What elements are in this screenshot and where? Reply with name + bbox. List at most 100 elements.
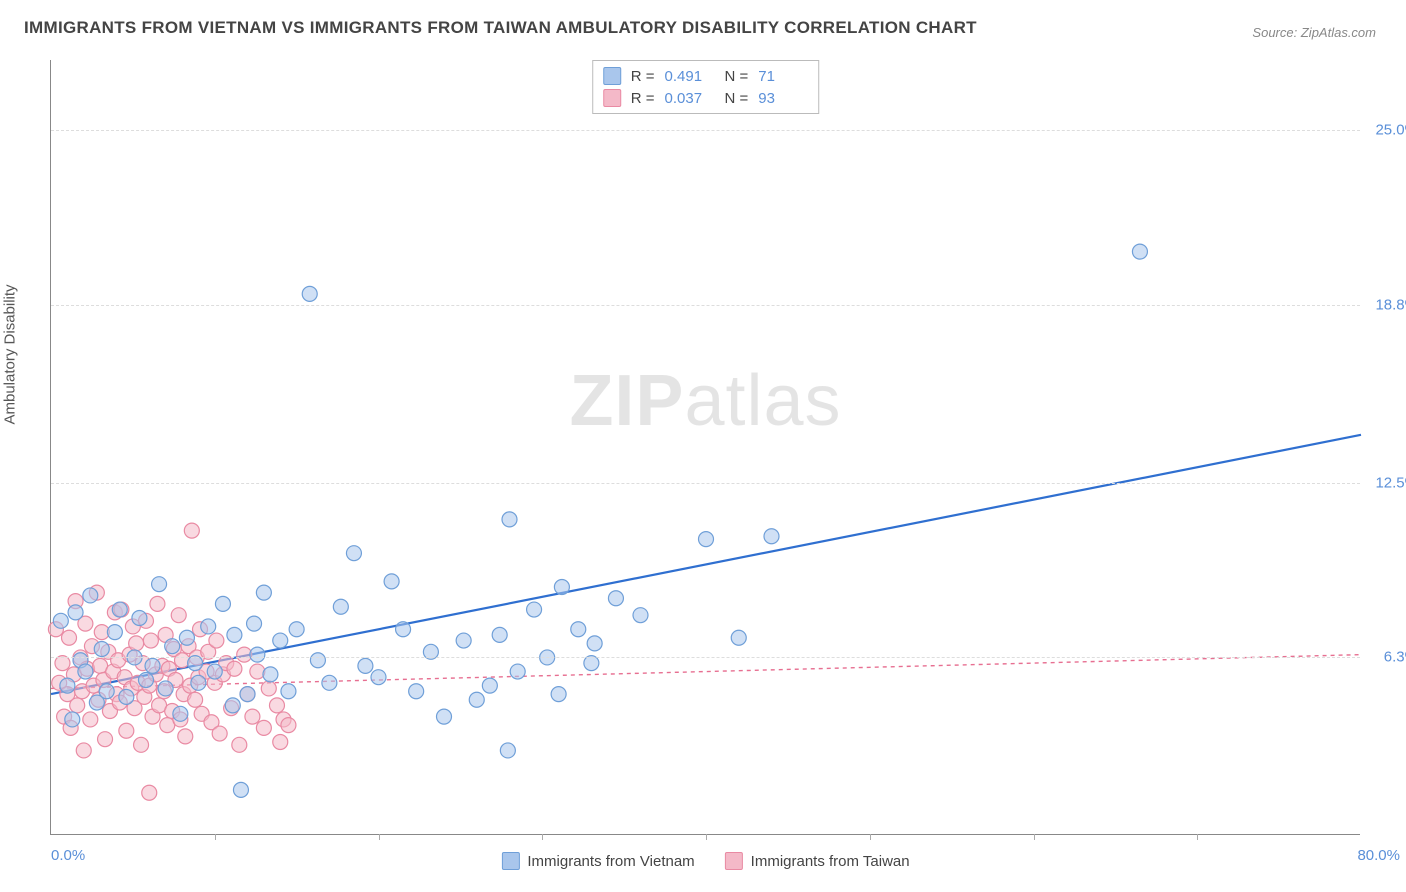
data-point <box>263 667 278 682</box>
data-point <box>119 723 134 738</box>
data-point <box>191 675 206 690</box>
data-point <box>396 622 411 637</box>
data-point <box>94 642 109 657</box>
data-point <box>302 286 317 301</box>
data-point <box>70 698 85 713</box>
data-point <box>456 633 471 648</box>
data-point <box>53 613 68 628</box>
source-link[interactable]: ZipAtlas.com <box>1301 25 1376 40</box>
data-point <box>256 720 271 735</box>
data-point <box>245 709 260 724</box>
swatch-vietnam-bottom <box>501 852 519 870</box>
swatch-taiwan-bottom <box>725 852 743 870</box>
data-point <box>65 712 80 727</box>
data-point <box>207 664 222 679</box>
y-tick-label: 12.5% <box>1375 474 1406 491</box>
gridline <box>51 657 1360 658</box>
n-label: N = <box>725 90 749 107</box>
source-label: Source: <box>1252 25 1297 40</box>
data-point <box>1132 244 1147 259</box>
data-point <box>346 546 361 561</box>
scatter-points-layer <box>51 60 1360 834</box>
data-point <box>129 636 144 651</box>
data-point <box>98 732 113 747</box>
data-point <box>587 636 602 651</box>
x-axis-max: 80.0% <box>1357 847 1400 864</box>
data-point <box>227 661 242 676</box>
correlation-row-taiwan: R = 0.037 N = 93 <box>603 87 809 109</box>
data-point <box>699 532 714 547</box>
data-point <box>764 529 779 544</box>
data-point <box>289 622 304 637</box>
data-point <box>322 675 337 690</box>
data-point <box>384 574 399 589</box>
data-point <box>227 627 242 642</box>
swatch-vietnam <box>603 67 621 85</box>
data-point <box>371 670 386 685</box>
data-point <box>76 743 91 758</box>
chart-title: IMMIGRANTS FROM VIETNAM VS IMMIGRANTS FR… <box>0 0 1406 38</box>
gridline <box>51 130 1360 131</box>
data-point <box>310 653 325 668</box>
data-point <box>112 602 127 617</box>
swatch-taiwan <box>603 89 621 107</box>
x-tick <box>215 834 216 840</box>
chart-plot-area: R = 0.491 N = 71 R = 0.037 N = 93 ZIPatl… <box>50 60 1360 835</box>
gridline <box>51 305 1360 306</box>
y-axis-label: Ambulatory Disability <box>2 284 19 424</box>
data-point <box>281 684 296 699</box>
data-point <box>256 585 271 600</box>
n-value-vietnam: 71 <box>758 68 808 85</box>
data-point <box>209 633 224 648</box>
data-point <box>233 782 248 797</box>
data-point <box>201 619 216 634</box>
n-value-taiwan: 93 <box>758 90 808 107</box>
data-point <box>158 681 173 696</box>
data-point <box>502 512 517 527</box>
data-point <box>633 608 648 623</box>
data-point <box>240 687 255 702</box>
data-point <box>469 692 484 707</box>
data-point <box>150 596 165 611</box>
data-point <box>145 658 160 673</box>
data-point <box>134 737 149 752</box>
data-point <box>358 658 373 673</box>
data-point <box>78 664 93 679</box>
x-tick <box>870 834 871 840</box>
y-tick-label: 25.0% <box>1375 122 1406 139</box>
data-point <box>107 625 122 640</box>
data-point <box>179 630 194 645</box>
n-label: N = <box>725 68 749 85</box>
r-label: R = <box>631 90 655 107</box>
data-point <box>225 698 240 713</box>
legend-item-taiwan: Immigrants from Taiwan <box>725 852 910 870</box>
data-point <box>551 687 566 702</box>
legend-label-taiwan: Immigrants from Taiwan <box>751 853 910 870</box>
data-point <box>250 664 265 679</box>
data-point <box>62 630 77 645</box>
data-point <box>510 664 525 679</box>
data-point <box>60 678 75 693</box>
r-value-taiwan: 0.037 <box>665 90 715 107</box>
x-tick <box>1034 834 1035 840</box>
source-attribution: Source: ZipAtlas.com <box>1252 25 1376 40</box>
legend-label-vietnam: Immigrants from Vietnam <box>527 853 694 870</box>
data-point <box>269 698 284 713</box>
data-point <box>171 608 186 623</box>
data-point <box>212 726 227 741</box>
y-tick-label: 18.8% <box>1375 297 1406 314</box>
data-point <box>68 605 83 620</box>
data-point <box>215 596 230 611</box>
data-point <box>175 653 190 668</box>
data-point <box>165 639 180 654</box>
data-point <box>83 712 98 727</box>
data-point <box>527 602 542 617</box>
x-tick <box>706 834 707 840</box>
data-point <box>437 709 452 724</box>
x-tick <box>1197 834 1198 840</box>
data-point <box>409 684 424 699</box>
data-point <box>247 616 262 631</box>
x-tick <box>379 834 380 840</box>
data-point <box>142 785 157 800</box>
data-point <box>152 577 167 592</box>
